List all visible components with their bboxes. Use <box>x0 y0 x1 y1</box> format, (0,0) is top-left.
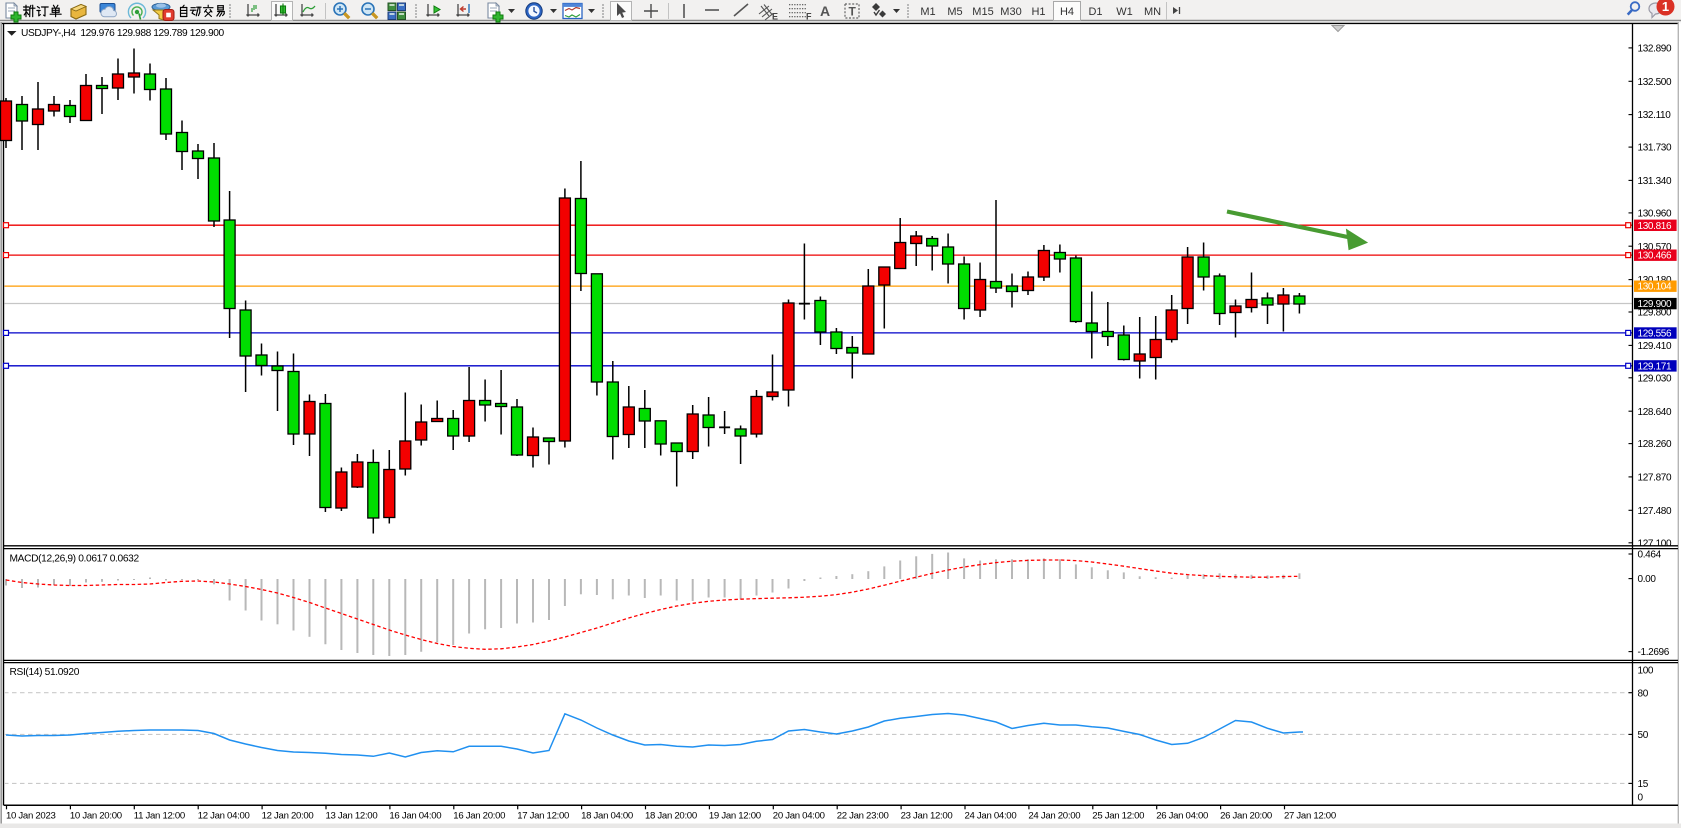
svg-text:0.464: 0.464 <box>1638 550 1662 561</box>
svg-text:131.730: 131.730 <box>1638 143 1672 154</box>
svg-text:-1.2696: -1.2696 <box>1638 647 1670 658</box>
svg-text:130.104: 130.104 <box>1638 282 1672 293</box>
svg-text:129.800: 129.800 <box>1638 308 1672 319</box>
svg-text:129.171: 129.171 <box>1638 361 1672 372</box>
svg-text:13 Jan 12:00: 13 Jan 12:00 <box>326 811 378 822</box>
svg-text:11 Jan 12:00: 11 Jan 12:00 <box>134 811 185 822</box>
svg-text:18 Jan 20:00: 18 Jan 20:00 <box>645 811 697 822</box>
svg-text:24 Jan 20:00: 24 Jan 20:00 <box>1028 811 1080 822</box>
svg-text:27 Jan 12:00: 27 Jan 12:00 <box>1284 811 1336 822</box>
svg-text:130.466: 130.466 <box>1638 251 1672 262</box>
svg-text:129.030: 129.030 <box>1638 373 1672 384</box>
svg-text:15: 15 <box>1638 779 1649 790</box>
svg-text:100: 100 <box>1638 666 1654 677</box>
svg-text:127.100: 127.100 <box>1638 538 1672 549</box>
svg-text:132.110: 132.110 <box>1638 110 1672 121</box>
svg-text:MACD(12,26,9) 0.0617 0.0632: MACD(12,26,9) 0.0617 0.0632 <box>10 554 140 565</box>
svg-text:50: 50 <box>1638 730 1649 741</box>
svg-text:M1: M1 <box>920 6 935 18</box>
svg-text:130.960: 130.960 <box>1638 209 1672 220</box>
svg-text:D1: D1 <box>1088 6 1102 18</box>
svg-text:17 Jan 12:00: 17 Jan 12:00 <box>517 811 569 822</box>
svg-text:132.890: 132.890 <box>1638 44 1672 55</box>
svg-text:23 Jan 12:00: 23 Jan 12:00 <box>901 811 953 822</box>
svg-text:12 Jan 20:00: 12 Jan 20:00 <box>262 811 314 822</box>
svg-text:19 Jan 12:00: 19 Jan 12:00 <box>709 811 761 822</box>
svg-text:RSI(14) 51.0920: RSI(14) 51.0920 <box>10 667 80 678</box>
svg-text:M5: M5 <box>947 6 962 18</box>
svg-text:20 Jan 04:00: 20 Jan 04:00 <box>773 811 825 822</box>
svg-text:18 Jan 04:00: 18 Jan 04:00 <box>581 811 633 822</box>
svg-text:129.410: 129.410 <box>1638 341 1672 352</box>
svg-text:10 Jan 2023: 10 Jan 2023 <box>6 811 56 822</box>
svg-text:26 Jan 04:00: 26 Jan 04:00 <box>1156 811 1208 822</box>
svg-text:T: T <box>849 5 857 19</box>
svg-text:MN: MN <box>1144 6 1161 18</box>
svg-text:H4: H4 <box>1060 6 1074 18</box>
svg-text:16 Jan 04:00: 16 Jan 04:00 <box>389 811 441 822</box>
svg-text:12 Jan 04:00: 12 Jan 04:00 <box>198 811 250 822</box>
svg-text:USDJPY-,H4 129.976 129.988 12: USDJPY-,H4 129.976 129.988 129.789 129.9… <box>21 28 224 39</box>
svg-text:128.260: 128.260 <box>1638 439 1672 450</box>
svg-text:H1: H1 <box>1031 6 1045 18</box>
svg-text:W1: W1 <box>1116 6 1133 18</box>
svg-text:F: F <box>806 12 812 22</box>
svg-text:16 Jan 20:00: 16 Jan 20:00 <box>453 811 505 822</box>
svg-text:26 Jan 20:00: 26 Jan 20:00 <box>1220 811 1272 822</box>
svg-text:A: A <box>820 3 830 19</box>
svg-text:1: 1 <box>1662 0 1669 14</box>
svg-text:130.570: 130.570 <box>1638 242 1672 253</box>
svg-text:24 Jan 04:00: 24 Jan 04:00 <box>965 811 1017 822</box>
svg-text:E: E <box>772 12 778 22</box>
svg-text:129.556: 129.556 <box>1638 329 1672 340</box>
svg-text:80: 80 <box>1638 688 1649 699</box>
svg-text:130.816: 130.816 <box>1638 221 1672 232</box>
svg-text:M15: M15 <box>972 6 993 18</box>
svg-text:0: 0 <box>1638 792 1644 803</box>
svg-text:129.900: 129.900 <box>1638 299 1672 310</box>
svg-text:131.340: 131.340 <box>1638 176 1672 187</box>
svg-text:22 Jan 23:00: 22 Jan 23:00 <box>837 811 889 822</box>
svg-text:127.870: 127.870 <box>1638 473 1672 484</box>
svg-text:M30: M30 <box>1000 6 1021 18</box>
svg-text:127.480: 127.480 <box>1638 506 1672 517</box>
svg-text:132.500: 132.500 <box>1638 77 1672 88</box>
svg-text:10 Jan 20:00: 10 Jan 20:00 <box>70 811 122 822</box>
svg-text:128.640: 128.640 <box>1638 407 1672 418</box>
svg-text:25 Jan 12:00: 25 Jan 12:00 <box>1092 811 1144 822</box>
svg-text:0.00: 0.00 <box>1638 574 1657 585</box>
